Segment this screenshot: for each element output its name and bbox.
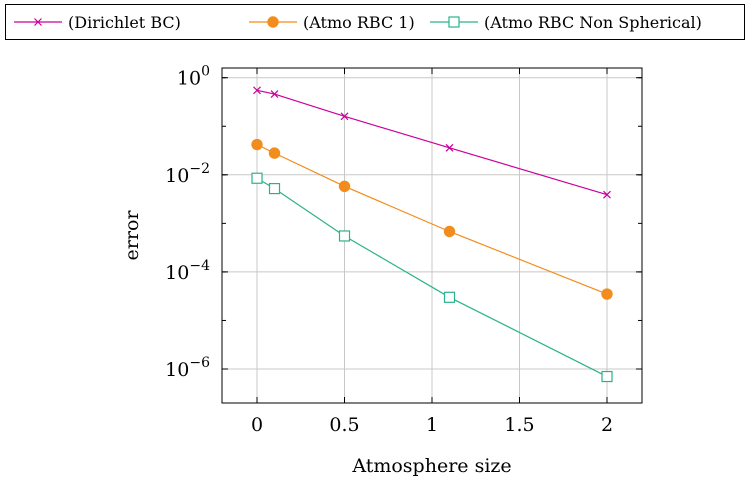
data-point <box>340 112 349 121</box>
y-tick-label: 10−2 <box>165 161 210 187</box>
x-tick-label: 0.5 <box>329 414 359 436</box>
data-point <box>443 291 456 303</box>
series-0 <box>253 86 611 199</box>
chart-legend: (Dirichlet BC) (Atmo RBC 1) (Atmo RBC Non … <box>5 4 745 40</box>
legend-label: (Dirichlet BC) <box>68 13 181 32</box>
data-point <box>270 90 279 99</box>
data-point <box>251 138 263 151</box>
legend-marker <box>448 16 460 28</box>
legend-svg: (Dirichlet BC) (Atmo RBC 1) (Atmo RBC Non … <box>14 13 702 32</box>
data-point <box>268 147 281 159</box>
data-point <box>338 180 351 192</box>
series-2 <box>251 172 613 383</box>
legend-label: (Atmo RBC 1) <box>303 13 415 32</box>
y-tick-label: 10−4 <box>165 258 210 284</box>
data-point <box>253 86 261 95</box>
legend-marker <box>267 16 279 28</box>
data-point <box>443 225 456 238</box>
data-point <box>338 230 351 242</box>
data-point <box>601 370 613 383</box>
y-axis-label: error <box>121 210 143 261</box>
legend-entry: (Atmo RBC Non Spherical) <box>430 13 702 32</box>
series-1 <box>251 138 613 300</box>
y-tick-label: 10−6 <box>165 355 210 381</box>
data-point <box>603 190 611 199</box>
legend-label: (Atmo RBC Non Spherical) <box>484 13 702 32</box>
legend-marker <box>34 18 42 26</box>
data-point <box>268 182 281 195</box>
data-point <box>445 143 454 152</box>
data-point <box>251 172 263 184</box>
x-tick-label: 2 <box>601 414 613 436</box>
x-tick-label: 1.5 <box>504 414 534 436</box>
data-point <box>601 288 613 300</box>
x-tick-label: 0 <box>251 414 263 436</box>
legend-entry: (Dirichlet BC) <box>14 13 181 32</box>
x-tick-label: 1 <box>426 414 438 436</box>
legend-entry: (Atmo RBC 1) <box>249 13 415 32</box>
x-axis-label: Atmosphere size <box>351 455 511 477</box>
y-tick-label: 100 <box>177 64 210 90</box>
